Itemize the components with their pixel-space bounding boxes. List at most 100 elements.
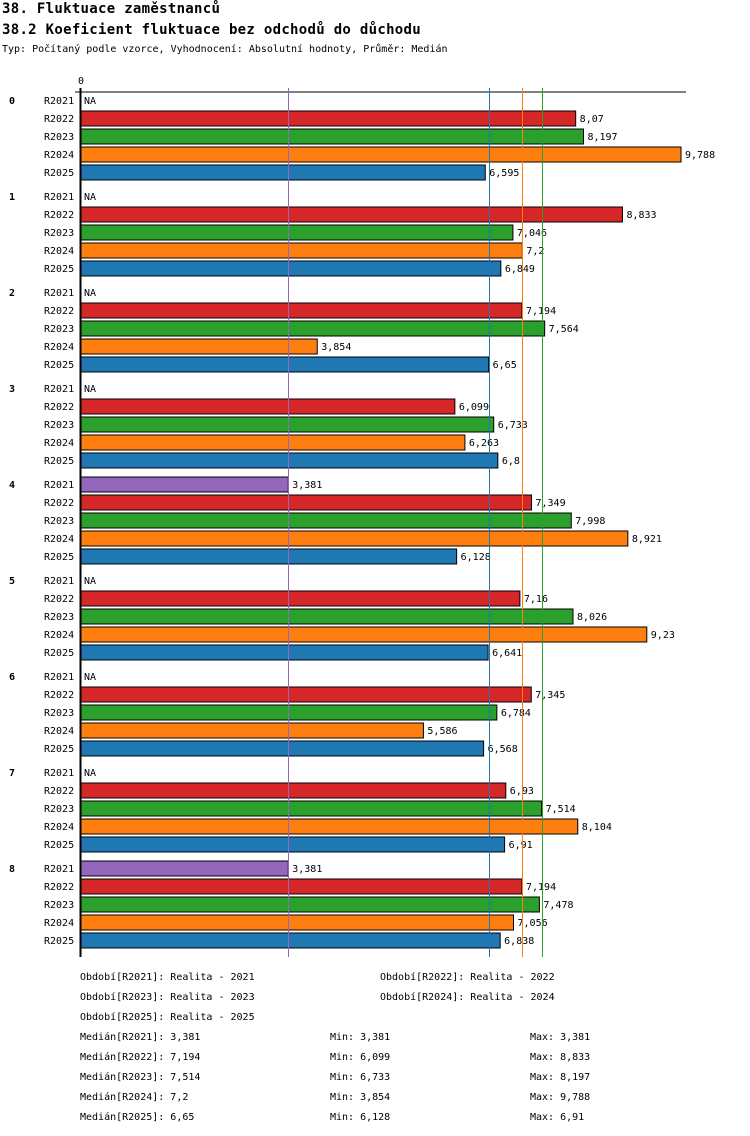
bar [80,800,543,817]
legend-max: Max: 3,381 [530,1032,591,1043]
bar [80,452,499,469]
series-label: R2021 [44,288,74,299]
series-label: R2021 [44,96,74,107]
group-label: 7 [9,768,15,779]
series-label: R2025 [44,552,74,563]
legend-median: Medián[R2021]: 3,381 [80,1032,201,1043]
series-label: R2023 [44,900,74,911]
bar [80,932,501,949]
data-label: 7,046 [517,228,547,239]
data-label: 7,345 [535,690,565,701]
data-label: 6,65 [493,360,517,371]
legend-max: Max: 6,91 [530,1112,585,1123]
series-label: R2024 [44,918,74,929]
series-label: R2021 [44,480,74,491]
bar [80,128,584,145]
bar [80,590,521,607]
bar [80,644,489,661]
bar [80,164,486,181]
bar [80,860,289,877]
data-label: 8,197 [587,132,617,143]
data-label: 6,128 [461,552,491,563]
bar [80,530,629,547]
series-label: R2022 [44,882,74,893]
legend-min: Min: 6,099 [330,1052,391,1063]
series-label: R2021 [44,384,74,395]
bar [80,722,424,739]
bar [80,206,623,223]
series-label: R2024 [44,822,74,833]
bar [80,878,523,895]
data-label: 6,263 [469,438,499,449]
bar [80,608,574,625]
series-label: R2021 [44,864,74,875]
x-tick-label: 0 [78,76,84,87]
na-label: NA [84,192,96,203]
series-label: R2024 [44,630,74,641]
series-label: R2023 [44,804,74,815]
bar [80,416,495,433]
bar [80,512,572,529]
data-label: 7,514 [546,804,576,815]
series-label: R2025 [44,936,74,947]
data-label: 6,595 [489,168,519,179]
data-label: 6,849 [505,264,535,275]
series-label: R2022 [44,786,74,797]
series-label: R2021 [44,192,74,203]
na-label: NA [84,672,96,683]
series-label: R2024 [44,726,74,737]
data-label: 3,381 [292,864,322,875]
na-label: NA [84,384,96,395]
bar [80,914,515,931]
bar [80,896,540,913]
data-label: 3,381 [292,480,322,491]
legend-period: Období[R2022]: Realita - 2022 [380,972,555,983]
data-label: 9,23 [651,630,675,641]
data-label: 7,349 [535,498,565,509]
data-label: 7,056 [518,918,548,929]
legend-median: Medián[R2024]: 7,2 [80,1092,189,1103]
series-label: R2025 [44,456,74,467]
series-label: R2023 [44,132,74,143]
series-label: R2024 [44,534,74,545]
series-label: R2023 [44,516,74,527]
chart-title: 38.2 Koeficient fluktuace bez odchodů do… [2,22,421,38]
legend-period: Období[R2023]: Realita - 2023 [80,992,255,1003]
legend-max: Max: 9,788 [530,1092,591,1103]
bar [80,260,502,277]
legend-min: Min: 3,381 [330,1032,391,1043]
bar [80,740,485,757]
series-label: R2022 [44,594,74,605]
series-label: R2024 [44,246,74,257]
data-label: 5,586 [427,726,457,737]
data-label: 7,564 [549,324,579,335]
legend-median: Medián[R2022]: 7,194 [80,1052,201,1063]
bar [80,146,682,163]
group-label: 0 [9,96,15,107]
data-label: 8,026 [577,612,607,623]
group-label: 1 [9,192,15,203]
legend-period: Období[R2024]: Realita - 2024 [380,992,555,1003]
series-label: R2025 [44,840,74,851]
group-label: 3 [9,384,15,395]
legend-median: Medián[R2025]: 6,65 [80,1112,195,1123]
legend-median: Medián[R2023]: 7,514 [80,1072,201,1083]
series-label: R2021 [44,768,74,779]
data-label: 8,833 [626,210,656,221]
series-label: R2025 [44,264,74,275]
series-label: R2025 [44,744,74,755]
data-label: 6,099 [459,402,489,413]
series-label: R2022 [44,498,74,509]
legend-min: Min: 6,733 [330,1072,391,1083]
group-label: 6 [9,672,15,683]
na-label: NA [84,576,96,587]
bar [80,476,289,493]
data-label: 6,8 [502,456,520,467]
bar [80,626,648,643]
series-label: R2025 [44,648,74,659]
bar [80,434,466,451]
data-label: 6,733 [498,420,528,431]
data-label: 8,104 [582,822,612,833]
data-label: 6,93 [510,786,534,797]
data-label: 6,784 [501,708,531,719]
